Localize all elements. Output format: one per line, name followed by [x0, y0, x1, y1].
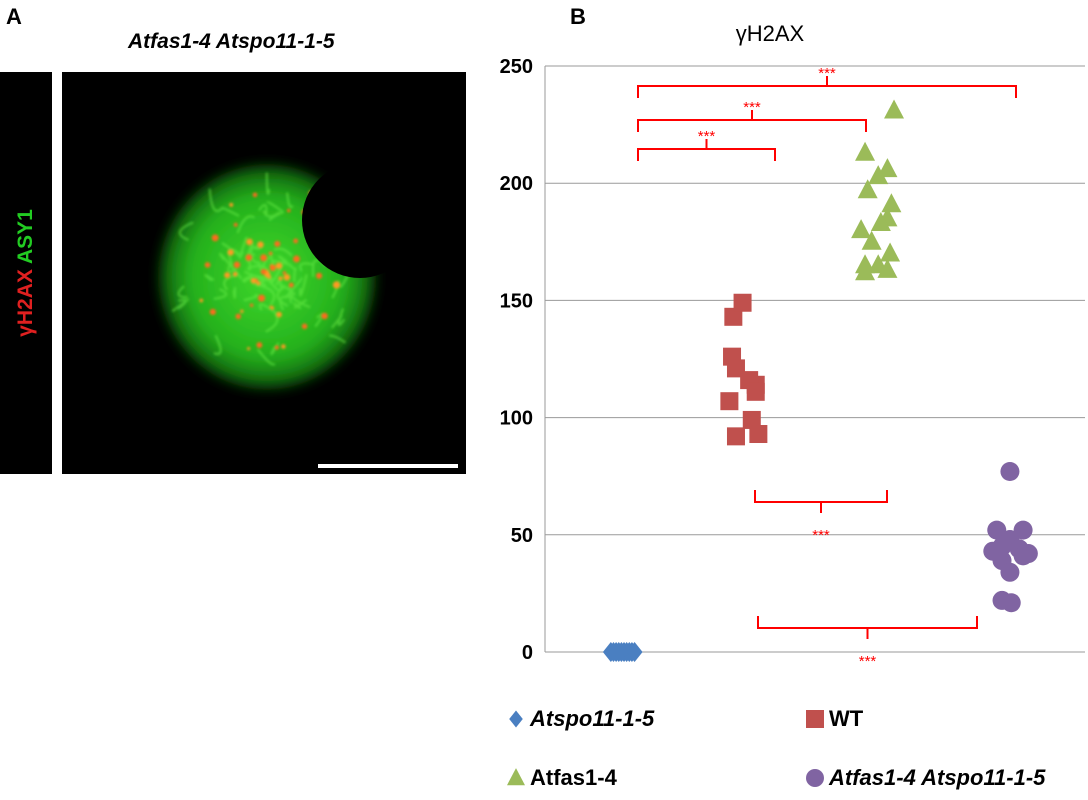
data-point [877, 258, 898, 278]
nucleus [159, 165, 375, 389]
legend-label: Atfas1-4 Atspo11-1-5 [828, 765, 1046, 790]
series-3 [983, 462, 1038, 613]
series-1 [720, 293, 768, 446]
data-point [868, 165, 889, 185]
series-0 [602, 642, 643, 662]
significance-label: *** [818, 65, 836, 82]
legend-marker [806, 769, 824, 787]
y-tick-label: 200 [500, 173, 533, 195]
data-point [884, 99, 905, 119]
data-point [855, 261, 876, 281]
data-point [851, 219, 872, 239]
significance-brackets: *** *** *** *** *** [637, 65, 1017, 670]
micrograph [62, 72, 466, 474]
bracket-line [757, 616, 978, 639]
chart-title: γH2AX [736, 21, 805, 46]
data-point [726, 427, 745, 446]
data-points [602, 99, 1038, 662]
data-point [1000, 562, 1020, 582]
panel-a-title: Atfas1-4 Atspo11-1-5 [128, 30, 335, 53]
data-point [724, 307, 743, 326]
data-point [749, 425, 768, 444]
data-point [720, 392, 739, 411]
legend-item-0: Atspo11-1-5 [509, 706, 655, 731]
data-point [746, 382, 765, 401]
significance-label: *** [698, 128, 716, 145]
significance-bracket-2: *** [637, 65, 1017, 98]
significance-bracket-0: *** [637, 128, 776, 161]
bracket-line [754, 490, 888, 513]
y-tick-label: 250 [500, 56, 533, 78]
data-point [626, 642, 643, 662]
legend-marker [509, 710, 523, 728]
legend-label: Atfas1-4 [530, 765, 618, 790]
bracket-line [637, 76, 1017, 98]
y-tick-label: 0 [522, 642, 533, 664]
legend-marker [507, 768, 525, 786]
data-point [733, 293, 752, 312]
data-point [855, 141, 876, 161]
significance-bracket-1: *** [637, 99, 867, 132]
y-axis: 0 50 100 150 200 250 [500, 56, 546, 664]
data-point [880, 242, 901, 262]
data-point [1013, 520, 1033, 540]
significance-label: *** [859, 653, 877, 670]
legend-marker [806, 710, 824, 728]
significance-bracket-3: *** [754, 490, 888, 544]
data-point [881, 193, 902, 213]
y-tick-label: 100 [500, 408, 533, 430]
bracket-line [637, 139, 776, 161]
legend-item-1: WT [806, 706, 864, 731]
legend-label: WT [829, 706, 864, 731]
data-point [877, 158, 898, 178]
bracket-line [637, 110, 867, 132]
panel-a-letter: A [6, 4, 22, 29]
data-point [1001, 593, 1021, 613]
data-point [861, 230, 882, 250]
nucleus-image [159, 165, 458, 468]
data-point [857, 179, 878, 199]
legend-item-3: Atfas1-4 Atspo11-1-5 [806, 765, 1046, 790]
data-point [870, 212, 891, 232]
data-point [987, 520, 1007, 540]
y-tick-label: 150 [500, 290, 533, 312]
significance-label: *** [743, 99, 761, 116]
legend: Atspo11-1-5 WT Atfas1-4 Atfas1-4 Atspo11-1-… [507, 706, 1046, 790]
legend-label: Atspo11-1-5 [529, 706, 655, 731]
data-point [742, 410, 761, 429]
scale-bar [318, 464, 458, 468]
panel-b-letter: B [570, 4, 586, 29]
significance-label: *** [812, 527, 830, 544]
series-2 [851, 99, 905, 281]
legend-item-2: Atfas1-4 [507, 765, 618, 790]
y-tick-label: 50 [511, 525, 533, 547]
data-point [1000, 462, 1020, 482]
data-point [1013, 546, 1033, 566]
channel-label-strip: γH2AX ASY1 [0, 72, 52, 474]
significance-bracket-4: *** [757, 616, 978, 670]
